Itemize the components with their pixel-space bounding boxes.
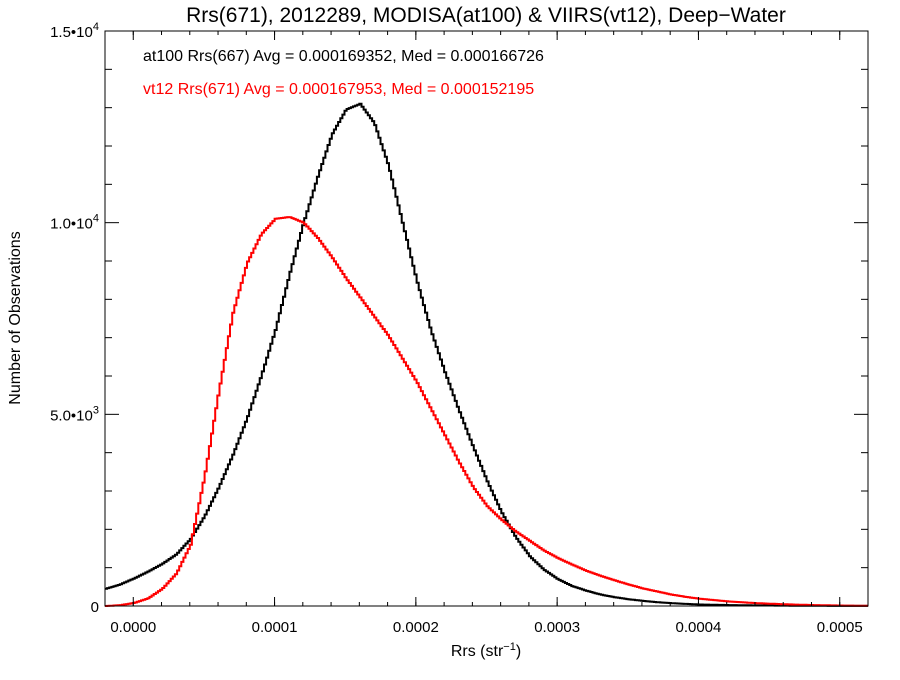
annotation-at100-stats: at100 Rrs(667) Avg = 0.000169352, Med = … [143,48,544,65]
chart-title: Rrs(671), 2012289, MODISA(at100) & VIIRS… [186,4,786,27]
y-tick-label: 5.0•103 [50,404,99,424]
x-axis: 0.0000 0.0001 0.0002 0.0003 0.0004 0.0005 [110,31,869,636]
y-axis-label: Number of Observations [7,231,24,404]
annotation-vt12-stats: vt12 Rrs(671) Avg = 0.000167953, Med = 0… [143,81,534,98]
y-tick-label: 1.0•104 [50,213,99,233]
series-layer [105,102,868,607]
x-tick-label: 0.0003 [534,619,580,636]
x-tick-label: 0.0001 [252,619,298,636]
y-axis: 0 5.0•103 1.0•104 1.5•104 [50,21,868,616]
x-axis-label: Rrs (str−1) [451,641,521,660]
x-tick-label: 0.0005 [817,619,863,636]
x-tick-label: 0.0004 [675,619,721,636]
series-line-0 [105,102,868,607]
plot-frame [104,30,869,607]
series-line-1 [105,216,868,607]
y-tick-label: 0 [91,599,99,616]
x-tick-label: 0.0002 [393,619,439,636]
y-tick-label: 1.5•104 [50,21,99,41]
x-tick-label: 0.0000 [110,619,156,636]
